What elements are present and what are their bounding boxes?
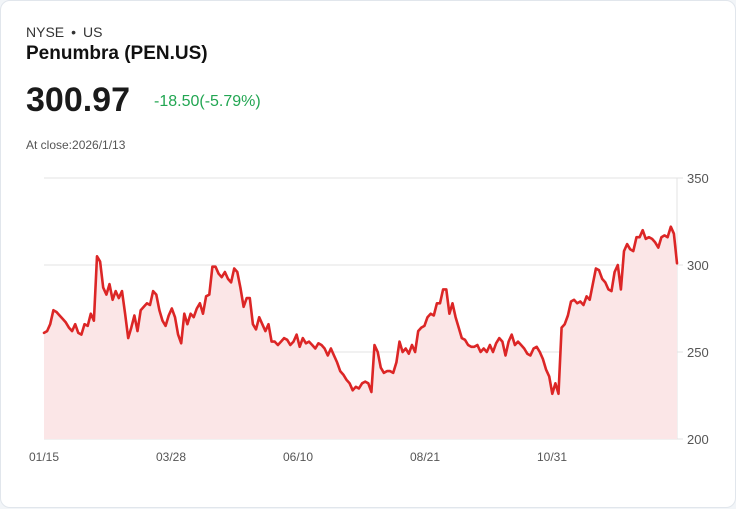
x-tick-label: 10/31 bbox=[537, 450, 567, 464]
x-tick-label: 06/10 bbox=[283, 450, 313, 464]
region-label: US bbox=[83, 24, 103, 40]
y-tick-label: 300 bbox=[687, 258, 709, 273]
price-change: -18.50(-5.79%) bbox=[154, 93, 261, 110]
price-line bbox=[42, 225, 679, 396]
x-tick-label: 08/21 bbox=[410, 450, 440, 464]
x-axis-labels: 01/15 03/28 06/10 08/21 10/31 bbox=[29, 450, 567, 464]
close-date: At close:2026/1/13 bbox=[26, 138, 126, 152]
y-axis-labels: 200 250 300 350 bbox=[687, 171, 709, 447]
exchange-label: NYSE • US bbox=[26, 24, 102, 40]
y-tick-label: 350 bbox=[687, 171, 709, 186]
stock-name: Penumbra (PEN.US) bbox=[26, 43, 208, 64]
exchange-name: NYSE bbox=[26, 24, 65, 40]
current-price: 300.97 bbox=[26, 81, 130, 119]
separator-dot: • bbox=[71, 24, 77, 40]
y-tick-label: 200 bbox=[687, 432, 709, 447]
price-area-fill bbox=[44, 226, 677, 439]
x-tick-label: 01/15 bbox=[29, 450, 59, 464]
x-tick-label: 03/28 bbox=[156, 450, 186, 464]
y-tick-label: 250 bbox=[687, 345, 709, 360]
